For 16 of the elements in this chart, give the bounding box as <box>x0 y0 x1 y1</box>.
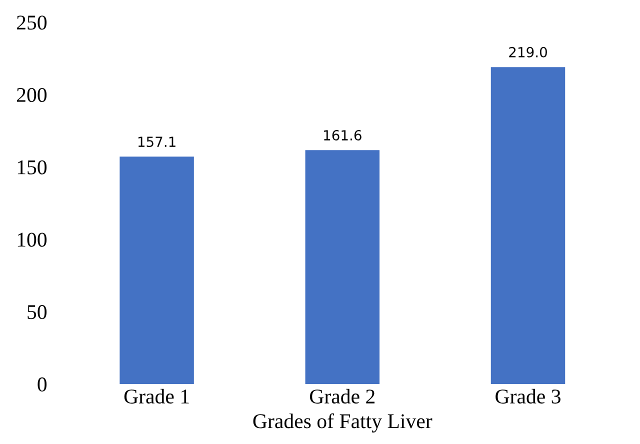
data-label: 161.6 <box>324 130 362 141</box>
x-tick-label: Grade 3 <box>496 388 560 404</box>
y-tick-label: 100 <box>18 232 47 247</box>
x-tick-label: Grade 2 <box>310 388 375 404</box>
x-axis-title: Grades of Fatty Liver <box>253 413 432 433</box>
y-tick-label: 200 <box>17 88 47 102</box>
x-tick-label: Grade 1 <box>124 388 189 404</box>
y-tick-label: 250 <box>17 16 47 30</box>
data-label: 157.1 <box>138 136 176 148</box>
data-label: 219.0 <box>509 46 547 58</box>
bar <box>120 156 194 384</box>
y-tick-label: 150 <box>18 160 47 174</box>
y-tick-label: 0 <box>38 377 47 392</box>
bar <box>490 67 566 384</box>
bar <box>305 150 380 384</box>
y-tick-label: 50 <box>28 305 47 320</box>
